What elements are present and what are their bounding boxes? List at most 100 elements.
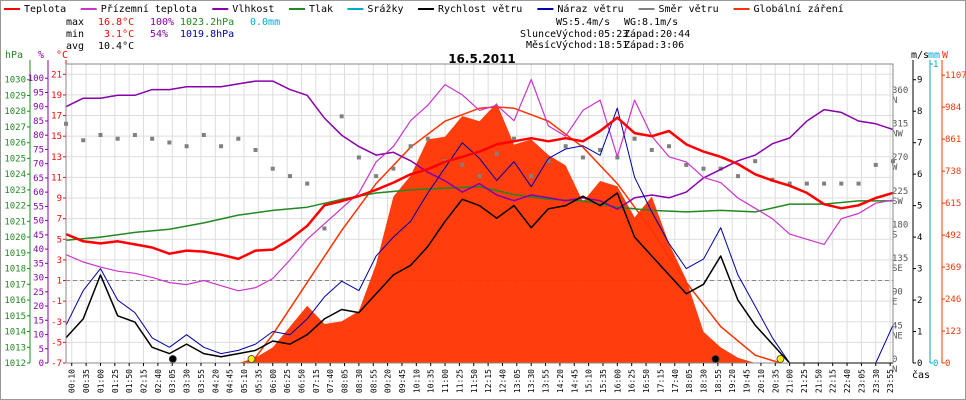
axis-unit-headers: hPa % °C m/s mm W: [5, 50, 949, 61]
series-winddir-point-33: [632, 136, 637, 141]
axis-radiation-label-4: 492: [945, 231, 961, 241]
axis-pressure-label-12: 1024: [4, 170, 26, 180]
series-winddir-point-16: [339, 114, 344, 119]
x-tick-label-18: 07:40: [326, 369, 335, 393]
x-tick-label-5: 02:15: [140, 369, 149, 393]
x-tick-label-32: 13:30: [527, 369, 536, 393]
stat-max-press: 1023.2hPa: [180, 17, 234, 28]
axis-humidity-label-2: 10: [33, 331, 44, 341]
axis-winddir-dir-7: NW: [892, 130, 903, 140]
x-tick-label-8: 03:30: [183, 369, 192, 393]
x-tick-label-13: 05:35: [254, 369, 263, 393]
axis-radiation-label-8: 984: [945, 103, 961, 113]
axis-temperature-label-4: 1: [57, 277, 62, 287]
series-winddir-point-4: [132, 133, 137, 138]
legend-label-7: Směr větru: [659, 3, 719, 15]
x-tick-label-16: 06:50: [297, 369, 306, 393]
series-winddir-point-44: [822, 181, 827, 186]
axis-winddir-dir-8: N: [892, 96, 897, 106]
x-tick-label-3: 01:25: [111, 369, 120, 393]
series-winddir-point-3: [115, 136, 120, 141]
axis-humidity-label-8: 40: [33, 245, 44, 255]
axis-temperature-label-10: 13: [51, 153, 62, 163]
chart-title: 16.5.2011: [448, 52, 516, 66]
stat-max-rain: 0.0mm: [250, 17, 280, 28]
x-tick-label-14: 06:00: [269, 369, 278, 393]
axis-humidity-label-16: 80: [33, 131, 44, 141]
series-winddir-point-27: [529, 174, 534, 179]
series-winddir-point-45: [839, 181, 844, 186]
series-radiation-area: [221, 103, 756, 363]
x-tick-label-43: 18:05: [685, 369, 694, 393]
axis-pressure-label-18: 1030: [4, 76, 26, 86]
x-tick-label-55: 23:05: [857, 369, 866, 393]
axis-pressure-label-1: 1013: [4, 343, 26, 353]
unit-mm: mm: [928, 50, 940, 61]
x-tick-label-2: 01:00: [96, 369, 105, 393]
x-tick-label-1: 00:35: [82, 369, 91, 393]
x-axis-ticks: 00:10 00:35 01:00 01:25 01:50 02:15 02:40 03:05…: [68, 363, 895, 393]
axis-wind-label-8: 8: [917, 107, 922, 117]
series-winddir-point-47: [873, 162, 878, 167]
axis-radiation-label-6: 738: [945, 167, 961, 177]
x-tick-label-56: 23:30: [872, 369, 881, 393]
moon-label: Měsíc: [526, 39, 556, 51]
x-tick-label-51: 21:25: [800, 369, 809, 393]
legend-label-3: Tlak: [309, 4, 333, 15]
axis-temperature-label-12: 17: [51, 112, 62, 122]
axis-humidity-label-7: 35: [33, 259, 44, 269]
axis-humidity-label-18: 90: [33, 103, 44, 113]
axis-pressure-label-6: 1018: [4, 265, 26, 275]
series-winddir-point-34: [649, 147, 654, 152]
series-wind-speed: [65, 192, 893, 364]
axis-wind-label-4: 4: [917, 233, 922, 243]
series-winddir-point-21: [425, 136, 430, 141]
series-winddir-point-14: [305, 181, 310, 186]
stat-avg-temp: 10.4°C: [98, 41, 134, 52]
series: [64, 63, 895, 364]
x-tick-label-20: 08:30: [355, 369, 364, 393]
legend-label-0: Teplota: [24, 4, 66, 15]
stat-max-hum: 100%: [150, 17, 174, 28]
axis-radiation-label-2: 246: [945, 295, 961, 305]
series-winddir-point-18: [374, 174, 379, 179]
series-winddir-point-7: [184, 144, 189, 149]
axis-humidity-label-6: 30: [33, 274, 44, 284]
axis-temperature-label-5: 3: [57, 256, 62, 266]
axis-pressure-label-5: 1017: [4, 280, 26, 290]
axis-temperature-label-8: 9: [57, 194, 62, 204]
axis-pressure-label-8: 1020: [4, 233, 26, 243]
axes: 1012101310141015101610171018101910201021…: [4, 60, 966, 375]
axis-winddir-value-0: 0: [892, 355, 897, 365]
x-tick-label-23: 09:45: [398, 369, 407, 393]
sun-set: Západ:20:44: [624, 28, 690, 40]
x-tick-label-17: 07:15: [312, 369, 321, 393]
series-winddir-point-8: [201, 133, 206, 138]
legend-label-8: Globální záření: [754, 3, 844, 15]
axis-radiation-label-0: 0: [945, 359, 950, 369]
moon-rise: Východ:18:51: [556, 39, 628, 51]
x-tick-label-37: 15:35: [599, 369, 608, 393]
series-winddir-point-5: [150, 136, 155, 141]
axis-rain-label-1: 1: [933, 60, 938, 70]
axis-wind-label-1: 1: [917, 328, 922, 338]
moonset-marker: [168, 355, 177, 363]
series-winddir-point-23: [460, 162, 465, 167]
sun-rise: Východ:05:23: [556, 28, 628, 40]
axis-pressure-label-4: 1016: [4, 296, 26, 306]
axis-winddir-dir-6: W: [892, 163, 898, 173]
axis-wind-label-9: 9: [917, 76, 922, 86]
axis-humidity-label-19: 95: [33, 88, 44, 98]
x-tick-label-19: 08:05: [341, 369, 350, 393]
series-winddir-point-28: [546, 159, 551, 164]
series-winddir-point-42: [787, 181, 792, 186]
series-winddir-point-17: [356, 155, 361, 160]
unit-ms: m/s: [911, 50, 929, 61]
stat-min-press: 1019.8hPa: [180, 29, 234, 40]
axis-humidity-label-20: 100: [28, 74, 44, 84]
series-ground-temperature: [65, 78, 894, 292]
series-winddir-point-11: [253, 147, 258, 152]
x-tick-label-34: 14:20: [556, 369, 565, 393]
series-winddir-point-29: [563, 144, 568, 149]
wind-speed-avg: WS:5.4m/s: [556, 17, 610, 28]
